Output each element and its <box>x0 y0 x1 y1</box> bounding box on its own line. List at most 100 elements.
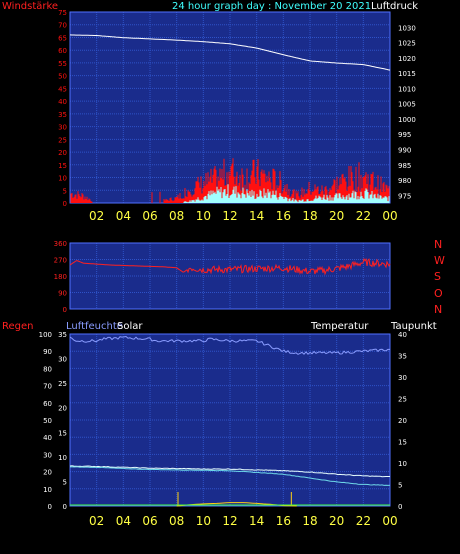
top-hour-label: 08 <box>169 209 184 223</box>
top-hour-label: 12 <box>222 209 237 223</box>
top-hour-label: 02 <box>89 209 104 223</box>
wind-axis-title: Windstärke <box>2 1 59 12</box>
taupunkt-tick-label: 35 <box>398 353 407 361</box>
rain-tick-label: 0 <box>63 503 67 511</box>
taupunkt-tick-label: 20 <box>398 417 407 425</box>
compass-w: W <box>434 254 445 267</box>
taupunkt-tick-label: 15 <box>398 439 407 447</box>
rain-tick-label: 15 <box>58 429 67 437</box>
rain-axis-title: Regen <box>2 321 34 332</box>
wind-tick-label: 10 <box>58 175 67 183</box>
pressure-tick-label: 1020 <box>398 55 416 63</box>
temperature-line <box>69 465 390 478</box>
wind-tick-label: 20 <box>58 149 67 157</box>
top-hour-label: 16 <box>276 209 291 223</box>
pressure-tick-label: 1010 <box>398 85 416 93</box>
top-hour-label: 06 <box>142 209 157 223</box>
top-hour-label: 18 <box>302 209 317 223</box>
bottom-hour-label: 08 <box>169 514 184 528</box>
bottom-hour-label: 04 <box>116 514 131 528</box>
bottom-hour-label: 16 <box>276 514 291 528</box>
pressure-tick-label: 990 <box>398 147 411 155</box>
bottom-hour-label: 20 <box>329 514 344 528</box>
humidity-tick-label: 80 <box>43 365 52 373</box>
humidity-tick-label: 40 <box>43 434 52 442</box>
wind-tick-label: 35 <box>58 111 67 119</box>
pressure-tick-label: 1000 <box>398 116 416 124</box>
taupunkt-tick-label: 10 <box>398 460 407 468</box>
wind-tick-label: 70 <box>58 22 67 30</box>
top-hour-label: 20 <box>329 209 344 223</box>
pressure-axis-title: Luftdruck <box>371 1 419 12</box>
dewpoint-line <box>69 466 391 486</box>
humidity-tick-label: 30 <box>43 451 52 459</box>
pressure-tick-label: 980 <box>398 177 411 185</box>
pressure-tick-label: 1015 <box>398 70 416 78</box>
top-hour-label: 14 <box>249 209 264 223</box>
humidity-tick-label: 10 <box>43 486 52 494</box>
bottom-hour-label: 14 <box>249 514 264 528</box>
rain-tick-label: 35 <box>58 331 67 339</box>
compass-o: O <box>434 287 443 300</box>
wind-tick-label: 45 <box>58 85 67 93</box>
compass-n-top: N <box>434 238 443 251</box>
wind-tick-label: 25 <box>58 136 67 144</box>
direction-tick-label: 360 <box>54 240 67 248</box>
direction-panel-frame <box>69 242 391 310</box>
top-hour-label: 04 <box>116 209 131 223</box>
wind-tick-label: 15 <box>58 162 67 170</box>
humidity-tick-label: 0 <box>48 503 52 511</box>
bottom-hour-label: 02 <box>89 514 104 528</box>
chart-title: 24 hour graph day : November 20 2021 <box>172 1 372 12</box>
bottom-hour-label: 06 <box>142 514 157 528</box>
wind-tick-label: 55 <box>58 60 67 68</box>
humidity-tick-label: 20 <box>43 469 52 477</box>
bottom-panel-frame <box>69 333 391 507</box>
taupunkt-tick-label: 40 <box>398 331 407 339</box>
compass-n-bottom: N <box>434 303 443 316</box>
bottom-hour-label: 22 <box>356 514 371 528</box>
direction-tick-label: 90 <box>58 290 67 298</box>
humidity-tick-label: 100 <box>39 331 52 339</box>
humidity-tick-label: 70 <box>43 383 52 391</box>
compass-s: S <box>434 270 441 283</box>
humidity-line <box>69 335 390 355</box>
pressure-tick-label: 1005 <box>398 101 416 109</box>
bottom-hour-label: 10 <box>196 514 211 528</box>
humidity-axis-title: Luftfeuchte <box>66 321 123 332</box>
humidity-tick-label: 50 <box>43 417 52 425</box>
wind-tick-label: 40 <box>58 98 67 106</box>
wind-tick-label: 5 <box>63 187 67 195</box>
pressure-tick-label: 975 <box>398 192 411 200</box>
top-hour-label: 22 <box>356 209 371 223</box>
pressure-tick-label: 995 <box>398 131 411 139</box>
bottom-hour-label: 18 <box>302 514 317 528</box>
pressure-tick-label: 985 <box>398 162 411 170</box>
taupunkt-tick-label: 0 <box>398 503 402 511</box>
rain-tick-label: 30 <box>58 356 67 364</box>
direction-tick-label: 0 <box>63 306 67 314</box>
wind-tick-label: 50 <box>58 73 67 81</box>
bottom-hour-label: 00 <box>382 514 397 528</box>
direction-tick-label: 270 <box>54 257 67 265</box>
pressure-tick-label: 1030 <box>398 24 416 32</box>
rain-tick-label: 10 <box>58 454 67 462</box>
gust-series <box>183 184 390 203</box>
rain-tick-label: 25 <box>58 380 67 388</box>
pressure-tick-label: 1025 <box>398 40 416 48</box>
wind-tick-label: 65 <box>58 34 67 42</box>
taupunkt-tick-label: 25 <box>398 396 407 404</box>
humidity-tick-label: 90 <box>43 348 52 356</box>
wind-tick-label: 75 <box>58 9 67 17</box>
taupunkt-tick-label: 30 <box>398 374 407 382</box>
humidity-tick-label: 60 <box>43 400 52 408</box>
direction-tick-label: 180 <box>54 273 67 281</box>
taupunkt-tick-label: 5 <box>398 482 402 490</box>
pressure-line <box>69 34 391 71</box>
top-hour-label: 10 <box>196 209 211 223</box>
wind-tick-label: 60 <box>58 47 67 55</box>
dewpoint-axis-title: Taupunkt <box>391 321 437 332</box>
temperature-axis-title: Temperatur <box>311 321 369 332</box>
solar-axis-title: Solar <box>117 321 143 332</box>
